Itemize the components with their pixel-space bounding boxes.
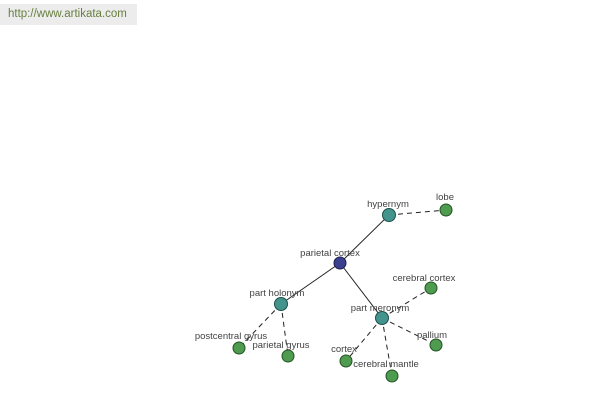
nodes-layer bbox=[232, 203, 453, 383]
label-pallium: pallium bbox=[417, 330, 447, 341]
label-parietal-gyrus: parietal gyrus bbox=[252, 340, 309, 351]
label-cerebral-mantle: cerebral mantle bbox=[353, 359, 418, 370]
edge-holonym-postcentral-gyrus bbox=[238, 303, 282, 349]
label-lobe: lobe bbox=[436, 192, 454, 203]
url-bar[interactable]: http://www.artikata.com bbox=[0, 4, 137, 25]
edge-center-hypernym bbox=[339, 214, 390, 264]
label-postcentral-gyrus: postcentral gyrus bbox=[195, 331, 268, 342]
edges-layer bbox=[238, 209, 447, 377]
edge-meronym-cerebral-cortex bbox=[381, 287, 432, 319]
labels-layer: hypernym lobe parietal cortex part holon… bbox=[195, 192, 456, 370]
edge-center-part-meronym bbox=[339, 262, 383, 319]
node-cortex[interactable] bbox=[339, 354, 353, 368]
node-part-holonym[interactable] bbox=[274, 297, 288, 311]
node-parietal-cortex[interactable] bbox=[333, 256, 347, 270]
node-part-meronym[interactable] bbox=[375, 311, 389, 325]
node-postcentral-gyrus[interactable] bbox=[232, 341, 246, 355]
edge-meronym-cortex bbox=[345, 317, 383, 362]
edge-meronym-cerebral-mantle bbox=[381, 317, 393, 377]
label-hypernym: hypernym bbox=[367, 199, 409, 210]
label-cerebral-cortex: cerebral cortex bbox=[393, 273, 456, 284]
label-cortex: cortex bbox=[331, 344, 357, 355]
edge-center-part-holonym bbox=[280, 262, 341, 305]
node-pallium[interactable] bbox=[429, 338, 443, 352]
label-part-meronym: part meronym bbox=[351, 303, 410, 314]
node-parietal-gyrus[interactable] bbox=[281, 349, 295, 363]
edge-meronym-pallium bbox=[381, 317, 437, 346]
node-cerebral-mantle[interactable] bbox=[385, 369, 399, 383]
edge-hypernym-lobe bbox=[388, 209, 447, 216]
label-part-holonym: part holonym bbox=[250, 288, 305, 299]
node-hypernym[interactable] bbox=[382, 208, 396, 222]
label-parietal-cortex: parietal cortex bbox=[300, 248, 360, 259]
node-lobe[interactable] bbox=[439, 203, 453, 217]
node-cerebral-cortex[interactable] bbox=[424, 281, 438, 295]
